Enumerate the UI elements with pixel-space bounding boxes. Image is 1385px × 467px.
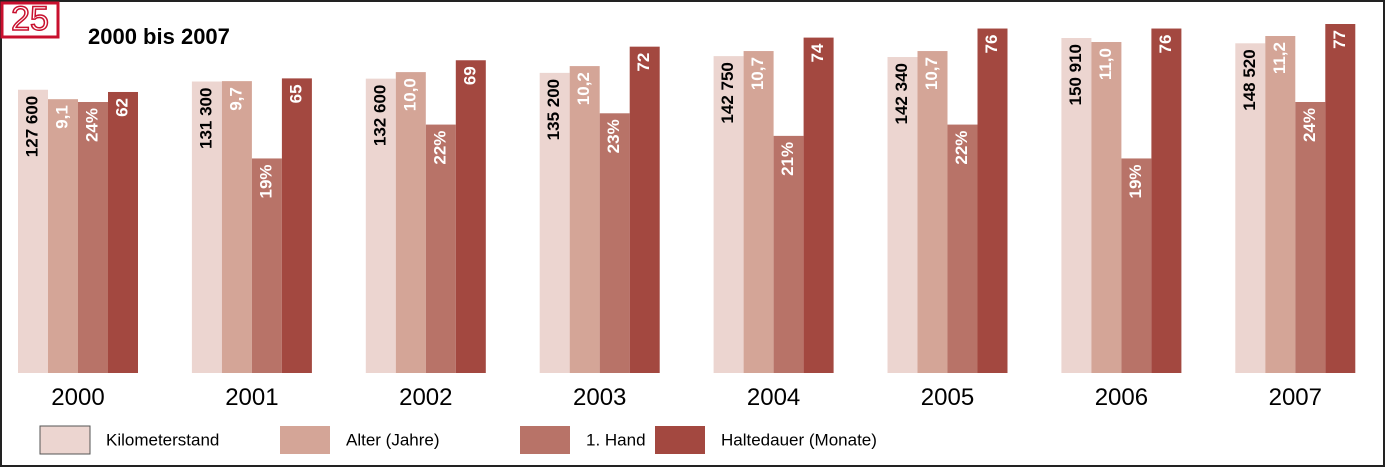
value-label: 10,7 xyxy=(748,57,767,90)
bar xyxy=(48,99,78,373)
legend-swatch xyxy=(655,426,705,454)
bar xyxy=(396,72,426,373)
value-label: 142 750 xyxy=(718,62,737,123)
value-label: 76 xyxy=(982,35,1001,54)
value-label: 21% xyxy=(778,142,797,176)
bar xyxy=(630,47,660,373)
value-label: 9,7 xyxy=(226,87,245,111)
value-label: 22% xyxy=(952,131,971,165)
value-label: 72 xyxy=(634,53,653,72)
page: 25 2000 bis 2007 127 600 131 300 132 600 13… xyxy=(0,0,1385,467)
bar xyxy=(108,92,138,373)
bar xyxy=(1151,29,1181,373)
x-tick-label: 2000 xyxy=(51,384,104,411)
value-label: 65 xyxy=(286,84,305,103)
x-tick-label: 2005 xyxy=(921,384,974,411)
value-label: 10,2 xyxy=(574,72,593,105)
bar xyxy=(1091,42,1121,373)
legend-label: Kilometerstand xyxy=(106,430,219,449)
value-label: 62 xyxy=(112,98,131,117)
x-tick-label: 2004 xyxy=(747,384,800,411)
value-label: 19% xyxy=(1126,164,1145,198)
bar xyxy=(282,78,312,373)
value-label: 142 340 xyxy=(892,63,911,124)
value-label: 69 xyxy=(460,66,479,85)
legend-label: Haltedauer (Monate) xyxy=(721,430,877,449)
value-label: 23% xyxy=(604,119,623,153)
bar xyxy=(804,38,834,373)
value-label: 127 600 xyxy=(22,96,41,157)
chart-title: 2000 bis 2007 xyxy=(88,24,230,49)
value-label: 150 910 xyxy=(1066,44,1085,105)
bar xyxy=(1325,24,1355,373)
value-label: 132 600 xyxy=(370,85,389,146)
value-label: 148 520 xyxy=(1240,49,1259,110)
bar xyxy=(456,60,486,373)
value-label: 10,0 xyxy=(400,78,419,111)
value-label: 22% xyxy=(430,131,449,165)
legend-label: Alter (Jahre) xyxy=(346,430,440,449)
value-label: 24% xyxy=(1300,108,1319,142)
bar xyxy=(222,81,252,373)
legend-swatch xyxy=(280,426,330,454)
value-label: 9,1 xyxy=(52,105,71,129)
value-label: 77 xyxy=(1330,30,1349,49)
bar xyxy=(570,66,600,373)
value-label: 11,2 xyxy=(1270,42,1289,74)
legend-label: 1. Hand xyxy=(586,430,646,449)
badge: 25 xyxy=(11,0,49,38)
value-label: 131 300 xyxy=(196,88,215,149)
x-tick-label: 2002 xyxy=(399,384,452,411)
bar xyxy=(1265,36,1295,373)
value-label: 10,7 xyxy=(922,57,941,90)
x-tick-label: 2003 xyxy=(573,384,626,411)
bar xyxy=(918,51,948,373)
bar xyxy=(978,29,1008,373)
legend-swatch xyxy=(40,426,90,454)
x-tick-label: 2001 xyxy=(225,384,278,411)
x-tick-label: 2006 xyxy=(1095,384,1148,411)
bar xyxy=(744,51,774,373)
value-label: 76 xyxy=(1156,35,1175,54)
chart: 25 2000 bis 2007 127 600 131 300 132 600 13… xyxy=(0,0,1385,467)
value-label: 11,0 xyxy=(1096,48,1115,80)
value-label: 74 xyxy=(808,43,827,62)
value-label: 24% xyxy=(82,108,101,142)
legend-swatch xyxy=(520,426,570,454)
x-tick-label: 2007 xyxy=(1269,384,1322,411)
value-label: 135 200 xyxy=(544,79,563,140)
value-label: 19% xyxy=(256,164,275,198)
